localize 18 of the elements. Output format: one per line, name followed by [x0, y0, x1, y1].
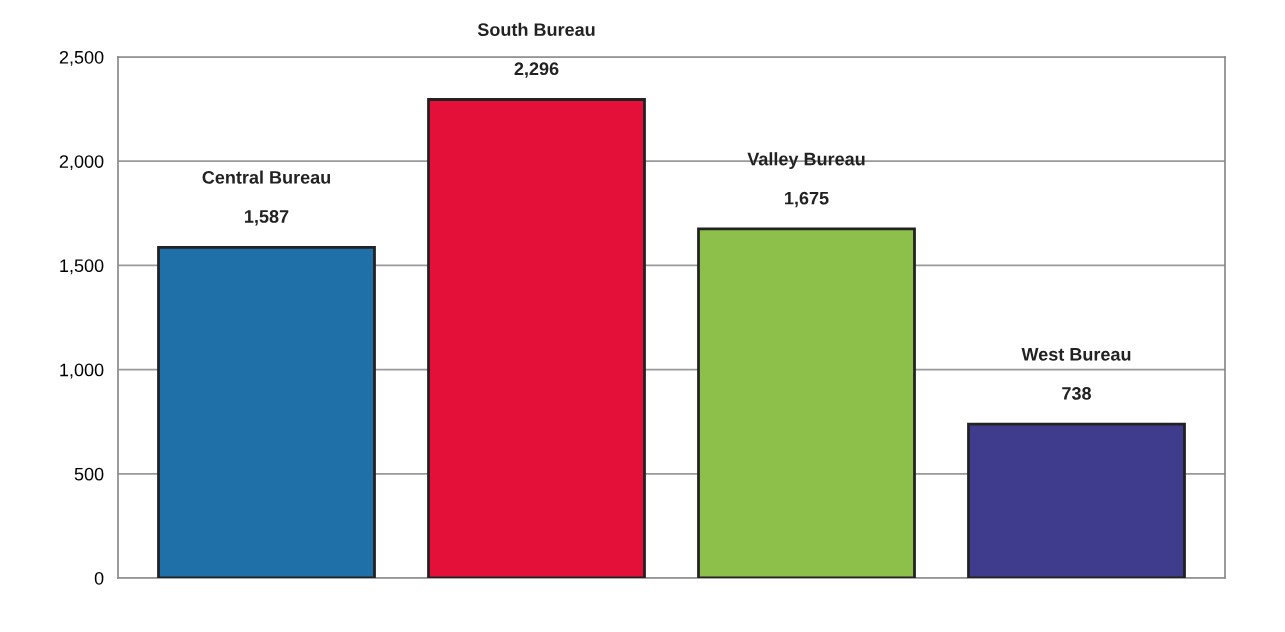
x-tick-label: Valley Bureau — [747, 152, 865, 170]
x-tick-label: West Bureau — [1021, 348, 1131, 361]
y-tick-label: 1,500 — [60, 259, 104, 275]
bar — [427, 98, 646, 578]
x-tick-label: Central Bureau — [202, 170, 331, 184]
bar — [157, 245, 376, 578]
y-tick-label: 1,000 — [60, 363, 104, 379]
bar — [697, 227, 916, 578]
y-tick-label: 2,500 — [59, 50, 104, 66]
data-label: 1,587 — [245, 210, 289, 226]
y-tick-label: 0 — [94, 571, 104, 585]
y-tick-label: 2,000 — [59, 155, 104, 171]
data-label: 738 — [1062, 387, 1092, 400]
x-tick-label: South Bureau — [477, 22, 595, 37]
bar — [967, 422, 1186, 578]
y-tick-label: 500 — [74, 467, 104, 481]
data-label: 1,675 — [785, 191, 829, 208]
data-label: 2,296 — [514, 62, 559, 78]
